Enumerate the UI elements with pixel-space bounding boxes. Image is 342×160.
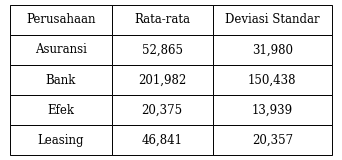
Text: Efek: Efek xyxy=(48,104,75,117)
Bar xyxy=(10,35,111,65)
Bar xyxy=(10,95,111,125)
Text: 20,357: 20,357 xyxy=(252,134,293,147)
Bar xyxy=(111,125,213,155)
Bar xyxy=(10,125,111,155)
Text: Bank: Bank xyxy=(46,73,76,87)
Bar xyxy=(213,65,332,95)
Text: Rata-rata: Rata-rata xyxy=(134,13,190,26)
Bar xyxy=(213,125,332,155)
Text: Deviasi Standar: Deviasi Standar xyxy=(225,13,319,26)
Text: 31,980: 31,980 xyxy=(252,43,293,56)
Bar xyxy=(213,35,332,65)
Bar xyxy=(10,5,111,35)
Text: 52,865: 52,865 xyxy=(142,43,183,56)
Bar xyxy=(213,95,332,125)
Text: 46,841: 46,841 xyxy=(142,134,183,147)
Bar xyxy=(213,5,332,35)
Bar xyxy=(10,65,111,95)
Bar xyxy=(111,5,213,35)
Text: Asuransi: Asuransi xyxy=(35,43,87,56)
Text: Perusahaan: Perusahaan xyxy=(26,13,96,26)
Bar xyxy=(111,65,213,95)
Text: 20,375: 20,375 xyxy=(142,104,183,117)
Text: 201,982: 201,982 xyxy=(138,73,186,87)
Text: 13,939: 13,939 xyxy=(252,104,293,117)
Text: 150,438: 150,438 xyxy=(248,73,297,87)
Bar xyxy=(111,95,213,125)
Bar xyxy=(111,35,213,65)
Text: Leasing: Leasing xyxy=(38,134,84,147)
